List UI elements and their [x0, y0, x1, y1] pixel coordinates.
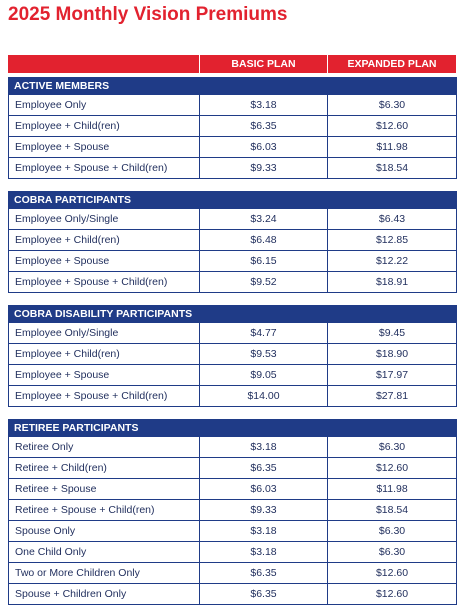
- price-cell: $6.35: [200, 458, 328, 479]
- header-blank: [8, 55, 200, 73]
- row-label: Employee Only/Single: [8, 209, 200, 230]
- row-label: Retiree + Spouse + Child(ren): [8, 500, 200, 521]
- price-cell: $6.48: [200, 230, 328, 251]
- row-label: Spouse + Children Only: [8, 584, 200, 605]
- row-label: Retiree Only: [8, 437, 200, 458]
- price-cell: $3.18: [200, 521, 328, 542]
- price-cell: $6.15: [200, 251, 328, 272]
- price-cell: $6.30: [328, 521, 457, 542]
- price-cell: $3.24: [200, 209, 328, 230]
- row-label: Two or More Children Only: [8, 563, 200, 584]
- price-cell: $12.60: [328, 116, 457, 137]
- row-label: Employee + Spouse + Child(ren): [8, 386, 200, 407]
- price-cell: $6.30: [328, 542, 457, 563]
- price-cell: $3.18: [200, 542, 328, 563]
- row-label: Employee Only: [8, 95, 200, 116]
- section-header: COBRA DISABILITY PARTICIPANTS: [8, 305, 457, 323]
- price-cell: $9.33: [200, 500, 328, 521]
- price-cell: $18.90: [328, 344, 457, 365]
- price-cell: $3.18: [200, 95, 328, 116]
- row-label: Retiree + Child(ren): [8, 458, 200, 479]
- price-cell: $6.03: [200, 137, 328, 158]
- price-cell: $6.30: [328, 437, 457, 458]
- column-header: EXPANDED PLAN: [328, 55, 457, 73]
- row-label: One Child Only: [8, 542, 200, 563]
- price-cell: $12.85: [328, 230, 457, 251]
- price-cell: $9.53: [200, 344, 328, 365]
- price-cell: $9.45: [328, 323, 457, 344]
- price-cell: $4.77: [200, 323, 328, 344]
- price-cell: $12.60: [328, 584, 457, 605]
- price-cell: $9.05: [200, 365, 328, 386]
- price-cell: $12.60: [328, 458, 457, 479]
- price-cell: $11.98: [328, 137, 457, 158]
- row-label: Employee Only/Single: [8, 323, 200, 344]
- price-cell: $17.97: [328, 365, 457, 386]
- price-cell: $6.35: [200, 584, 328, 605]
- price-cell: $12.22: [328, 251, 457, 272]
- row-label: Spouse Only: [8, 521, 200, 542]
- section-header: RETIREE PARTICIPANTS: [8, 419, 457, 437]
- price-cell: $6.35: [200, 563, 328, 584]
- row-label: Employee + Child(ren): [8, 344, 200, 365]
- price-cell: $9.33: [200, 158, 328, 179]
- price-cell: $3.18: [200, 437, 328, 458]
- section-header: ACTIVE MEMBERS: [8, 77, 457, 95]
- row-label: Employee + Child(ren): [8, 116, 200, 137]
- section-header: COBRA PARTICIPANTS: [8, 191, 457, 209]
- row-label: Employee + Child(ren): [8, 230, 200, 251]
- price-cell: $18.91: [328, 272, 457, 293]
- price-cell: $6.30: [328, 95, 457, 116]
- price-cell: $14.00: [200, 386, 328, 407]
- price-cell: $12.60: [328, 563, 457, 584]
- column-header: BASIC PLAN: [200, 55, 328, 73]
- price-cell: $9.52: [200, 272, 328, 293]
- price-cell: $6.43: [328, 209, 457, 230]
- row-label: Employee + Spouse: [8, 251, 200, 272]
- row-label: Retiree + Spouse: [8, 479, 200, 500]
- price-cell: $6.35: [200, 116, 328, 137]
- price-cell: $18.54: [328, 500, 457, 521]
- price-cell: $6.03: [200, 479, 328, 500]
- price-cell: $18.54: [328, 158, 457, 179]
- row-label: Employee + Spouse + Child(ren): [8, 272, 200, 293]
- row-label: Employee + Spouse + Child(ren): [8, 158, 200, 179]
- price-cell: $27.81: [328, 386, 457, 407]
- row-label: Employee + Spouse: [8, 137, 200, 158]
- page-title: 2025 Monthly Vision Premiums: [8, 4, 288, 25]
- row-label: Employee + Spouse: [8, 365, 200, 386]
- price-cell: $11.98: [328, 479, 457, 500]
